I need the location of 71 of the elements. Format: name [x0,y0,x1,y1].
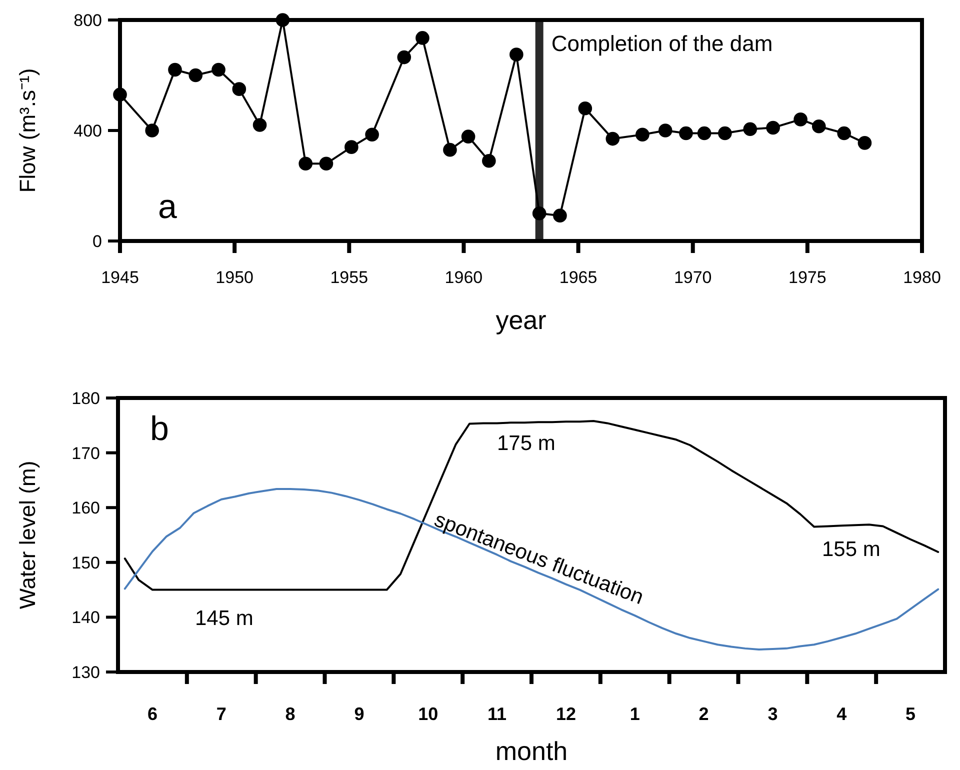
point [606,132,620,146]
x-tick-label: 2 [698,704,709,724]
x-tick-label: 1955 [330,268,368,287]
point [252,118,267,132]
x-tick-label: 1975 [788,268,826,287]
x-tick-label: 3 [768,704,778,724]
point [482,154,496,168]
point [145,124,159,138]
point [232,82,246,96]
x-tick-label: 8 [285,704,296,724]
x-tick-label: 9 [354,704,364,724]
x-tick-label: 1980 [903,268,941,287]
point [578,102,592,116]
point [188,68,203,82]
point [397,50,412,64]
point [718,126,732,140]
point [697,126,712,140]
ref-line-label: Completion of the dam [551,31,773,56]
x-tick-label: 11 [488,704,507,724]
x-tick-label: 1945 [101,268,139,287]
point [837,126,851,140]
point [679,126,693,140]
point [510,48,524,62]
x-tick-label: 10 [418,704,438,724]
x-tick-label: 4 [836,704,847,724]
y-tick-label: 150 [72,553,100,572]
point [532,206,546,220]
x-tick-label: 7 [216,704,226,724]
point [298,156,313,171]
point [319,156,334,171]
x-tick-label: 5 [906,704,916,724]
point [461,130,476,144]
point [743,122,758,136]
point [636,128,650,142]
y-tick-label: 130 [72,662,100,682]
x-axis-title: month [495,736,568,766]
point [344,140,358,154]
point [766,120,780,135]
annotation: 145 m [195,607,254,630]
point [858,136,872,150]
point [365,128,379,142]
annotation: 155 m [822,538,880,561]
point [794,112,808,126]
x-tick-label: 1 [630,704,640,724]
point [553,208,567,222]
y-axis-title: Flow (m³.s⁻¹) [15,68,40,193]
line-series [124,488,940,651]
y-axis-title: Water level (m) [15,460,40,610]
annotation: 175 m [497,432,556,455]
y-tick-label: 800 [74,10,102,30]
y-tick-label: 180 [72,388,100,408]
x-tick-label: 1960 [444,268,483,287]
y-tick-label: 400 [74,121,102,140]
x-tick-label: 6 [147,704,158,724]
x-tick-label: 1965 [559,268,598,287]
x-tick-label: 1970 [674,268,712,287]
point [416,31,430,45]
y-tick-label: 160 [72,498,100,518]
annotation: a [158,188,177,226]
point [168,62,182,77]
y-tick-label: 140 [72,608,100,628]
x-tick-label: 1950 [216,268,254,287]
annotation: b [150,410,169,448]
point [212,62,226,77]
point [658,124,672,138]
point [443,142,457,157]
x-tick-label: 12 [556,704,576,724]
x-axis-title: year [496,305,547,335]
y-tick-label: 0 [92,232,102,251]
point [812,119,826,134]
y-tick-label: 170 [72,444,100,463]
